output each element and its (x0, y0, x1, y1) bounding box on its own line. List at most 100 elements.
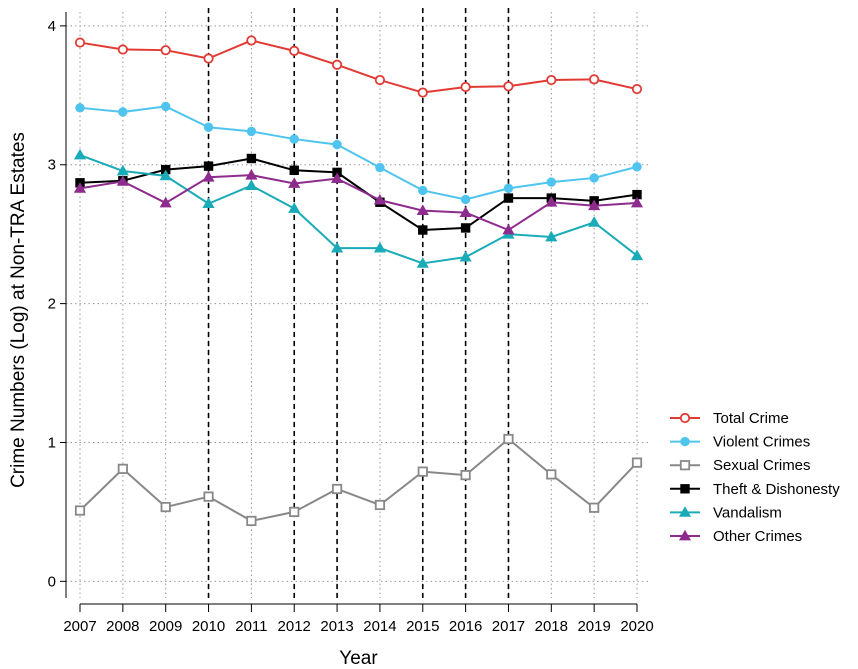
x-tick-label-2010: 2010 (192, 618, 225, 635)
x-tick-label-2018: 2018 (535, 618, 568, 635)
data-point-violent-crimes-2015 (418, 185, 428, 196)
grid (66, 12, 651, 598)
legend-item-other-crimes: Other Crimes (670, 528, 802, 545)
x-tick-label-2017: 2017 (492, 618, 525, 635)
y-tick-label-0: 0 (48, 573, 56, 590)
data-point-total-crime-2012 (289, 45, 300, 56)
legend-item-violent-crimes: Violent Crimes (670, 434, 810, 451)
legend: Total Crime Violent Crimes Sexual Crimes Th… (670, 410, 840, 545)
data-point-other-crimes-2018 (545, 196, 558, 207)
legend-item-total-crime: Total Crime (670, 410, 789, 427)
data-point-violent-crimes-2007 (75, 103, 85, 113)
legend-marker-vandalism (678, 506, 692, 517)
data-point-violent-crimes-2008 (118, 107, 128, 117)
data-point-violent-crimes-2010 (203, 122, 214, 132)
data-point-total-crime-2009 (160, 45, 171, 56)
y-tick-label-4: 4 (48, 18, 56, 35)
x-tick-label-2012: 2012 (278, 618, 311, 635)
x-tick-label-2019: 2019 (577, 618, 610, 635)
legend-item-theft-dishonesty: Theft & Dishonesty (670, 481, 840, 498)
data-point-other-crimes-2016 (459, 206, 472, 218)
data-point-vandalism-2008 (116, 164, 129, 176)
data-point-total-crime-2008 (117, 44, 128, 55)
legend-item-vandalism: Vandalism (670, 504, 782, 521)
data-point-sexual-crimes-2020 (631, 457, 643, 468)
data-point-vandalism-2020 (630, 249, 644, 261)
data-point-violent-crimes-2018 (546, 177, 557, 187)
legend-label-vandalism: Vandalism (713, 504, 782, 521)
data-point-other-crimes-2019 (588, 199, 601, 211)
series-line-sexual-crimes (79, 437, 638, 522)
data-point-other-crimes-2017 (502, 223, 515, 235)
legend-marker-other-crimes (678, 529, 692, 541)
data-point-sexual-crimes-2010 (203, 491, 214, 502)
series-line-vandalism (79, 154, 638, 265)
reference-lines (207, 8, 510, 598)
series-other-crimes (73, 168, 644, 235)
data-point-sexual-crimes-2007 (74, 505, 86, 516)
x-tick-label-2007: 2007 (63, 618, 96, 635)
data-point-sexual-crimes-2012 (289, 506, 300, 518)
legend-label-violent-crimes: Violent Crimes (713, 434, 810, 451)
series-line-other-crimes (79, 174, 638, 232)
data-point-theft-dishonesty-2017 (503, 193, 514, 203)
legend-label-theft-dishonesty: Theft & Dishonesty (713, 481, 840, 498)
data-point-sexual-crimes-2008 (117, 463, 128, 474)
data-point-total-crime-2020 (631, 83, 643, 95)
data-point-vandalism-2018 (545, 230, 558, 242)
data-point-violent-crimes-2012 (289, 134, 299, 144)
data-point-total-crime-2019 (589, 74, 600, 85)
data-point-theft-dishonesty-2012 (289, 165, 299, 176)
series-total-crime (74, 35, 643, 98)
data-point-other-crimes-2020 (630, 196, 644, 208)
data-point-violent-crimes-2017 (503, 183, 514, 194)
data-point-other-crimes-2015 (416, 204, 429, 215)
data-point-sexual-crimes-2017 (503, 433, 514, 445)
data-point-vandalism-2019 (588, 216, 601, 227)
data-point-theft-dishonesty-2016 (460, 223, 471, 233)
x-tick-label-2014: 2014 (363, 618, 396, 635)
legend-marker-violent-crimes (680, 436, 690, 447)
data-point-other-crimes-2009 (159, 196, 172, 208)
data-point-sexual-crimes-2011 (246, 515, 257, 527)
y-axis-title: Crime Numbers (Log) at Non-TRA Estates (8, 132, 29, 488)
data-point-other-crimes-2014 (373, 193, 386, 205)
series-theft-dishonesty (75, 153, 642, 235)
data-point-sexual-crimes-2015 (417, 466, 428, 477)
data-point-other-crimes-2010 (202, 171, 215, 182)
data-point-violent-crimes-2009 (160, 101, 171, 112)
data-point-vandalism-2010 (202, 197, 215, 209)
data-point-total-crime-2007 (74, 37, 86, 48)
data-point-other-crimes-2008 (116, 175, 129, 186)
data-point-vandalism-2011 (245, 179, 258, 190)
data-point-sexual-crimes-2013 (331, 483, 343, 495)
legend-marker-sexual-crimes (679, 460, 691, 471)
data-point-vandalism-2012 (288, 202, 301, 213)
x-tick-label-2016: 2016 (449, 618, 482, 635)
legend-label-total-crime: Total Crime (713, 410, 789, 427)
x-tick-label-2011: 2011 (235, 618, 267, 635)
data-point-total-crime-2018 (546, 74, 557, 86)
x-tick-label-2020: 2020 (620, 618, 653, 635)
legend-label-sexual-crimes: Sexual Crimes (713, 457, 811, 474)
data-point-other-crimes-2011 (245, 168, 258, 180)
data-point-vandalism-2013 (331, 241, 344, 253)
data-point-violent-crimes-2014 (375, 162, 385, 173)
data-point-violent-crimes-2013 (332, 139, 342, 150)
data-point-total-crime-2015 (417, 87, 428, 98)
x-tick-label-2015: 2015 (406, 618, 439, 635)
axes: 0 1 2 3 4 2007 2008 2009 2010 2011 2012 2013 2014 201… (48, 12, 654, 635)
x-tick-label-2009: 2009 (149, 618, 182, 635)
y-tick-label-2: 2 (48, 296, 56, 313)
data-point-other-crimes-2013 (331, 172, 344, 184)
data-point-vandalism-2009 (159, 169, 172, 181)
data-point-sexual-crimes-2009 (160, 501, 171, 513)
data-point-theft-dishonesty-2010 (203, 161, 214, 171)
legend-marker-total-crime (679, 412, 691, 424)
data-point-violent-crimes-2020 (632, 162, 642, 172)
data-point-other-crimes-2007 (73, 182, 87, 193)
data-point-total-crime-2010 (203, 53, 214, 64)
series-violent-crimes (75, 101, 642, 205)
series-vandalism (73, 148, 644, 268)
